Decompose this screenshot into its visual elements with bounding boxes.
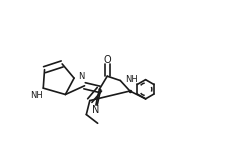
Text: N: N bbox=[92, 105, 100, 115]
Text: NH: NH bbox=[125, 75, 137, 84]
Text: NH: NH bbox=[30, 92, 43, 100]
Text: O: O bbox=[103, 55, 111, 65]
Text: N: N bbox=[78, 72, 85, 81]
